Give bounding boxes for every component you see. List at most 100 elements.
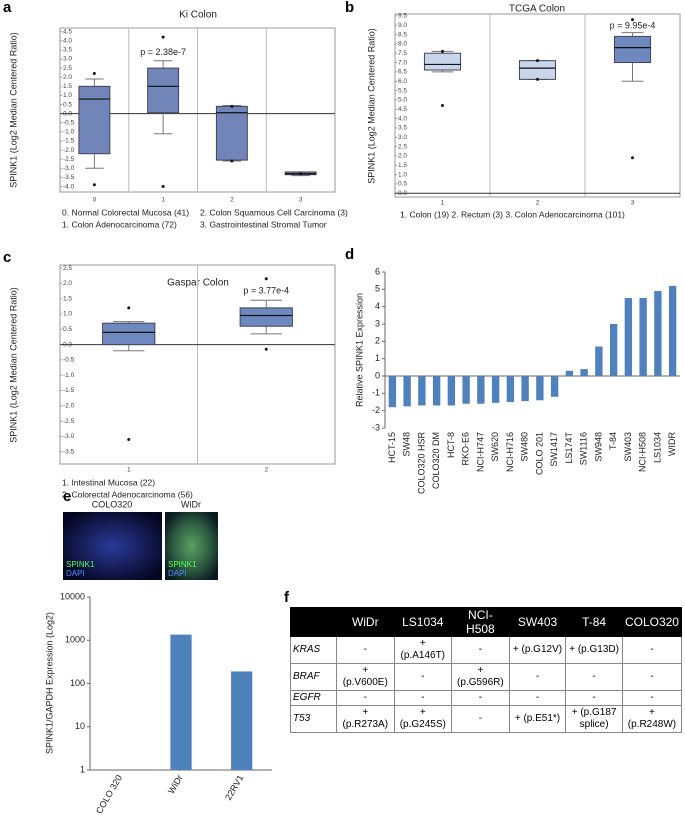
box [215,105,248,161]
bar [550,376,559,397]
y-tick-label: -1 [372,388,380,398]
y-tick-label: 1.5 [398,162,407,169]
y-tick-label: -1.0 [63,129,75,136]
outlier [230,159,234,163]
y-tick-label: 1000 [65,635,85,645]
x-tick-label: 1 [441,200,445,207]
mutation-cell: - [451,636,510,664]
y-tick-label: -2.0 [63,403,75,410]
outlier [536,77,539,81]
y-tick-label: 2.0 [63,280,72,287]
outlier [161,35,165,39]
bar [231,671,253,770]
box [613,35,652,64]
x-tick-label: 3 [299,197,303,204]
gene-name: EGFR [289,690,338,706]
y-tick-label: 0.5 [63,101,72,108]
category-note: 2. Colon Squamous Cell Carcinoma (3) [200,207,348,217]
bar [668,285,677,376]
y-tick-label: 4.0 [398,115,407,122]
y-tick-label: 10000 [60,591,85,601]
bar [462,376,470,404]
mutation-cell: + (p.G187 splice) [565,705,623,733]
y-tick-label: 2.0 [63,74,72,81]
stain-label: SPINK1 [66,560,95,569]
y-tick-label: 0 [375,370,380,380]
panel-label: b [345,0,354,16]
box [518,60,557,80]
bar [506,376,515,402]
bar [418,376,426,406]
panel-label: e [63,488,71,505]
y-tick-label: -0.5 [63,119,75,126]
mutation-cell: - [393,690,453,706]
category-note: 1. Intestinal Mucosa (22) [62,477,155,487]
x-tick-label: T-84 [608,432,618,450]
y-tick-label: 7.0 [398,59,407,66]
outlier [536,59,539,63]
x-tick-label: 2 [230,197,234,204]
table-row: KRAS - + (p.A146T) - + (p.G12V) + (p.G13D) - [289,636,683,664]
gene-name: BRAF [289,663,338,691]
x-tick-label: SW403 [623,432,633,462]
mutation-cell: - [393,663,453,691]
y-tick-label: 3.0 [63,56,72,63]
x-tick-label: HCT-15 [387,432,397,463]
y-tick-label: 1.0 [63,92,72,99]
x-tick-label: COLO 201 [534,432,544,475]
y-tick-label: 4 [375,301,380,311]
mutation-cell: - [451,705,510,733]
outlier [441,104,444,107]
annotation: p = 2.38e-7 [140,47,186,57]
y-tick-label: 0.5 [63,326,72,333]
image-title: WiDr [181,499,201,509]
mutation-cell: + (p.G245S) [393,705,453,733]
bar [654,291,662,376]
y-tick-label: 6 [375,266,380,276]
outlier [631,156,634,160]
outlier [92,183,96,187]
mutation-cell: - [508,663,567,691]
x-tick-label: COLO320 HSR [416,432,426,495]
y-tick-label: -1.5 [63,138,75,145]
column-header: COLO320 [621,607,683,637]
x-tick-label: 22RV1 [223,773,245,802]
mutation-cell: + (p.G596R) [451,663,510,691]
stain-label: SPINK1 [168,560,197,569]
stain-label: DAPI [66,569,85,578]
panel-label: f [284,589,290,606]
mutation-cell: + (p.V600E) [336,663,395,691]
y-tick-label: 7.5 [398,50,407,57]
x-tick-label: LS174T [564,432,574,464]
bar [609,324,618,376]
y-tick-label: -0.5 [63,357,75,364]
outlier [441,49,444,53]
y-tick-label: 1.5 [63,83,72,90]
bar [565,370,574,376]
x-tick-label: COLO 320 [94,773,124,815]
y-tick-label: -4.0 [63,183,75,190]
y-tick-label: 10 [75,721,85,731]
y-tick-label: 2.5 [63,265,72,272]
y-tick-label: -3.0 [63,433,75,440]
table-row: T53 + (p.R273A) + (p.G245S) - + (p.E51*) + (p… [289,705,683,733]
micrograph [165,512,218,580]
mutation-cell: + (p.R248W) [621,705,683,733]
panel-label: c [3,249,11,266]
bar [447,376,456,406]
y-tick-label: 4.5 [63,28,72,35]
bar [477,376,485,404]
x-tick-label: WiDr [166,773,185,795]
bar [639,298,647,376]
y-tick-label: 1.5 [63,295,72,302]
x-tick-label: 2 [536,200,540,207]
y-tick-label: 6.0 [398,78,407,85]
category-note: 3. Gastrointestinal Stromal Tumor [200,219,327,229]
y-tick-label: 2.5 [398,143,407,150]
x-tick-label: LS1034 [652,432,662,463]
y-axis-label: SPINK1/GAPDH Expression (Log2) [44,612,54,754]
mutation-cell: - [565,690,623,706]
outlier [161,185,165,189]
